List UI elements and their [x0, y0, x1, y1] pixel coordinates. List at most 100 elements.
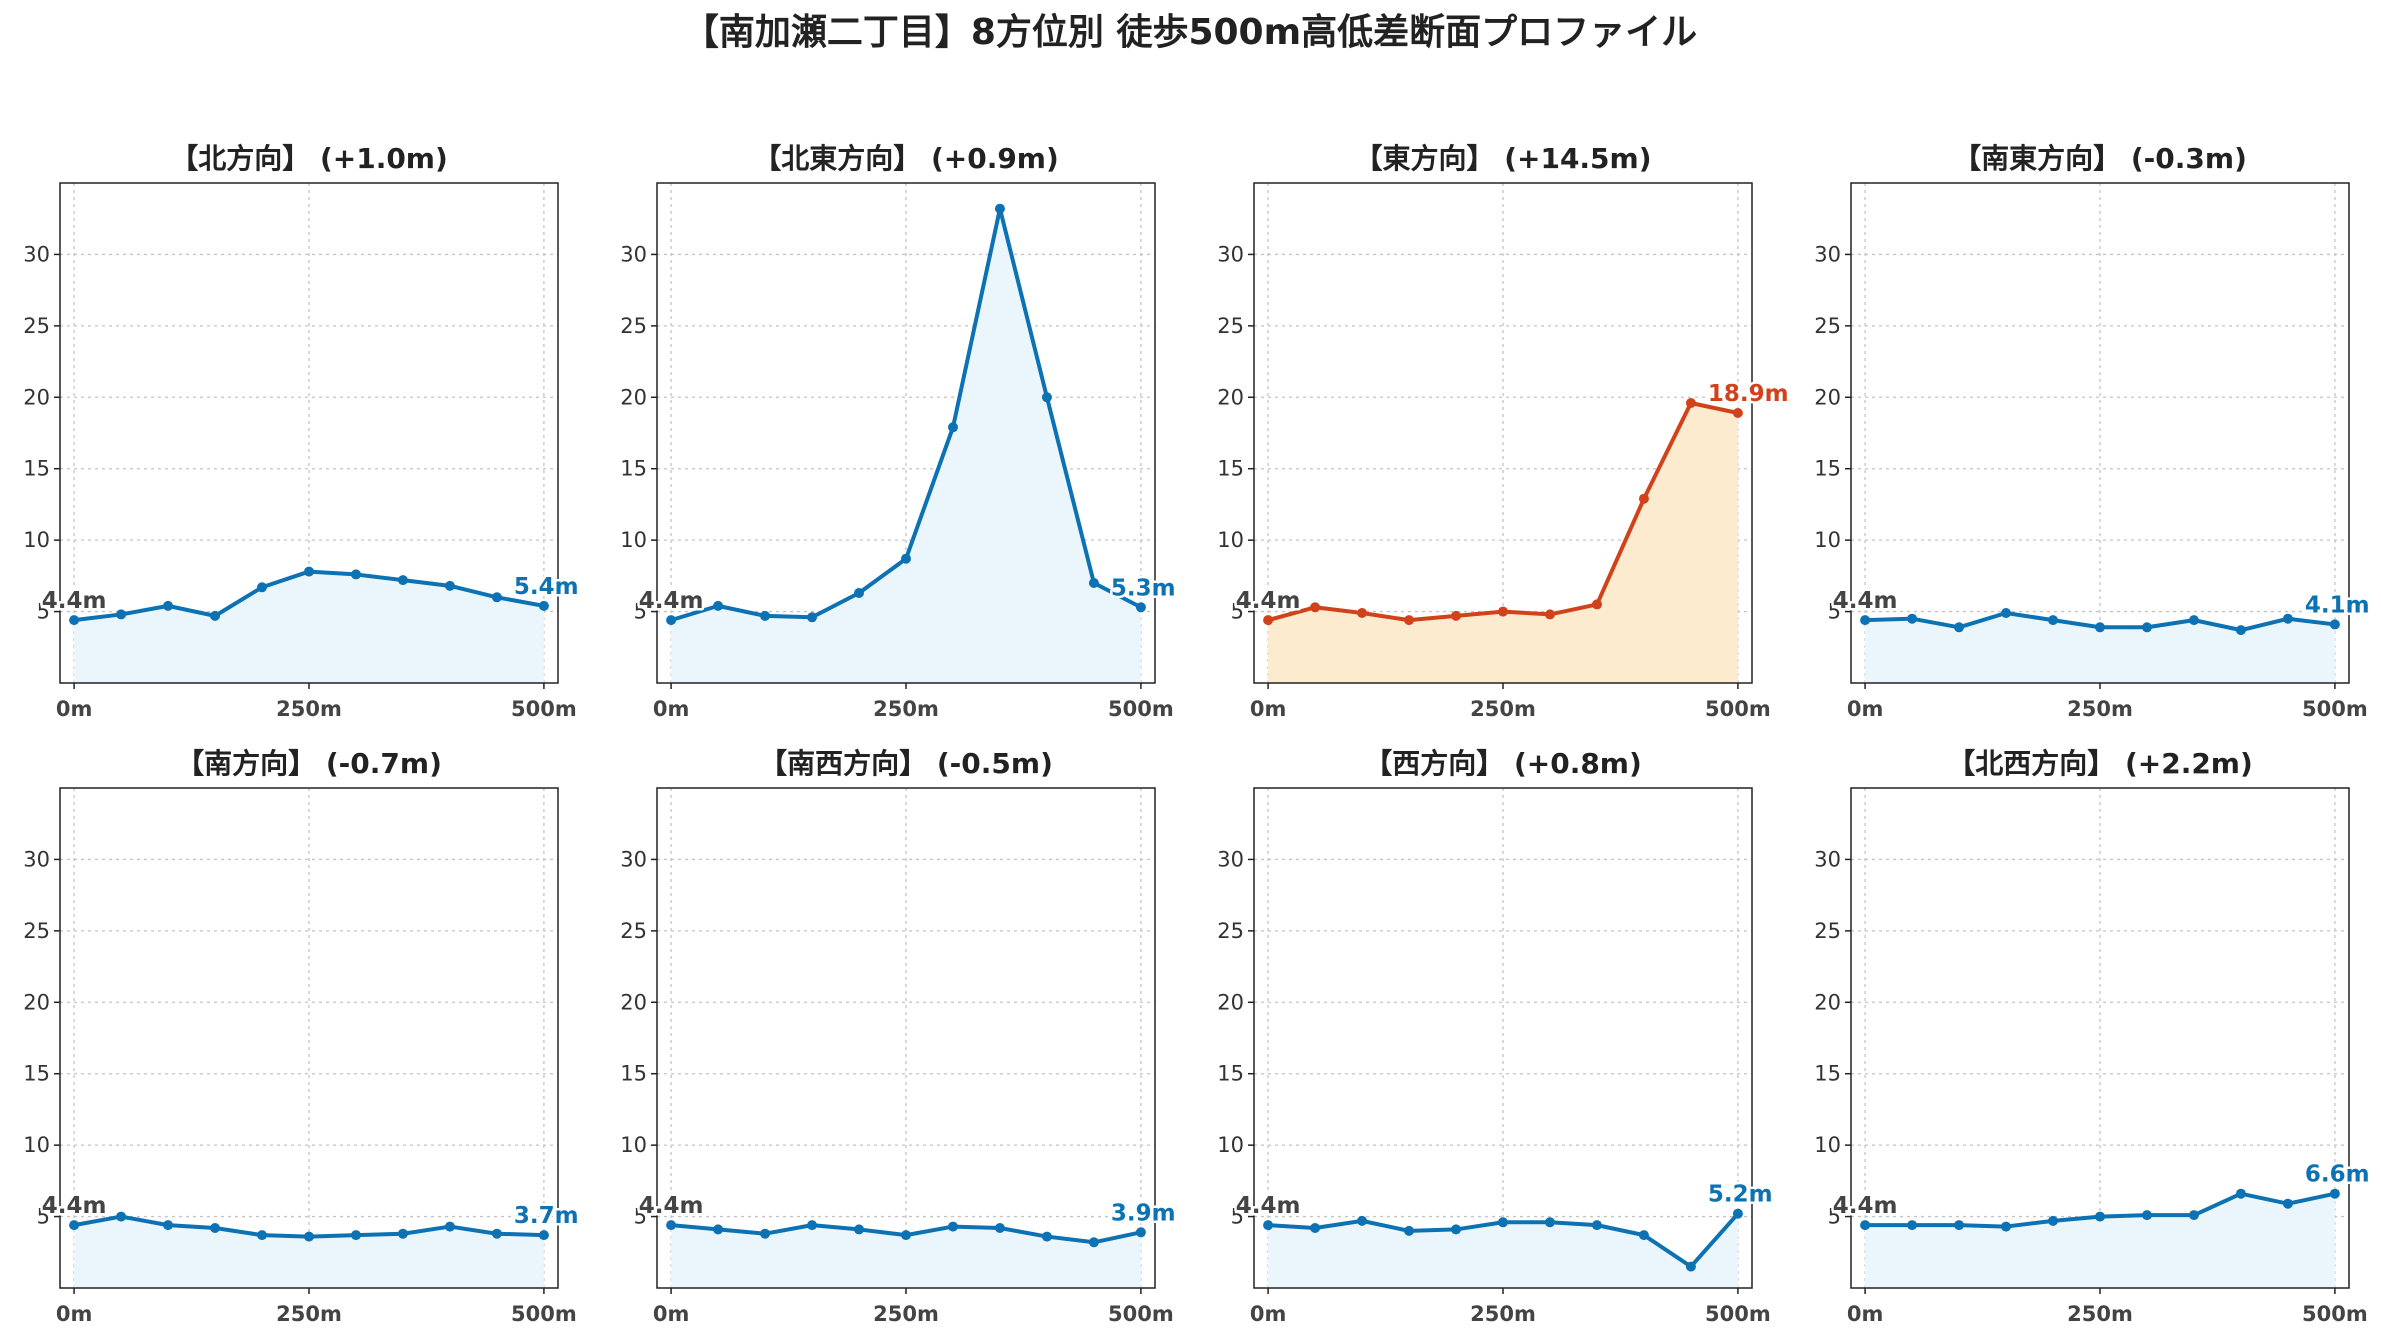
x-tick-label: 250m	[1470, 697, 1536, 721]
data-point	[1591, 599, 1602, 610]
data-point	[257, 1230, 268, 1241]
y-tick-label: 20	[23, 385, 50, 409]
y-tick-label: 15	[620, 1062, 647, 1086]
data-point	[1860, 1220, 1871, 1231]
x-tick-label: 250m	[873, 697, 939, 721]
y-tick-label: 25	[1217, 919, 1244, 943]
data-point	[2001, 1221, 2012, 1232]
panel-3: 【南東方向】 (-0.3m) 5 10 15 20 25 30 0m 250m 500m 4.4m 4…	[1814, 142, 2372, 721]
data-point	[1041, 392, 1052, 403]
y-tick-label: 25	[1814, 919, 1841, 943]
end-elevation-label: 3.9m	[1111, 1200, 1176, 1226]
data-point	[1310, 602, 1321, 613]
x-tick-label: 0m	[653, 1302, 690, 1326]
y-tick-label: 30	[1814, 847, 1841, 871]
elevation-area	[1268, 1213, 1738, 1288]
data-point	[491, 592, 502, 603]
y-tick-label: 15	[1814, 457, 1841, 481]
y-tick-label: 15	[23, 457, 50, 481]
data-point	[760, 1228, 771, 1239]
data-point	[1498, 606, 1508, 617]
data-point	[2048, 1215, 2059, 1226]
y-tick-label: 20	[620, 990, 647, 1014]
y-tick-label: 5	[37, 600, 50, 624]
data-point	[538, 600, 549, 611]
data-point	[1544, 609, 1555, 620]
data-point	[994, 203, 1005, 214]
end-elevation-label: 4.1m	[2305, 592, 2370, 618]
start-elevation-label: 4.4m	[639, 588, 704, 614]
y-tick-label: 20	[1217, 990, 1244, 1014]
y-tick-label: 30	[23, 847, 50, 871]
y-tick-label: 5	[1231, 600, 1244, 624]
data-point	[2235, 625, 2246, 636]
x-tick-label: 0m	[1250, 1302, 1287, 1326]
y-tick-label: 25	[1814, 314, 1841, 338]
data-point	[807, 1220, 818, 1231]
data-point	[2329, 1188, 2340, 1199]
data-point	[947, 422, 958, 433]
data-point	[901, 1230, 911, 1241]
data-point	[1954, 622, 1965, 633]
x-tick-label: 250m	[1470, 1302, 1536, 1326]
y-tick-label: 30	[620, 242, 647, 266]
elevation-area	[1865, 613, 2335, 683]
start-elevation-label: 4.4m	[1236, 1193, 1301, 1219]
data-point	[901, 553, 911, 564]
panel-title: 【南方向】 (-0.7m)	[176, 747, 442, 780]
elevation-area	[671, 1225, 1141, 1288]
plot-frame	[656, 787, 1156, 1289]
x-tick-label: 500m	[2302, 697, 2368, 721]
x-tick-label: 250m	[2067, 697, 2133, 721]
data-point	[1732, 1208, 1743, 1219]
data-point	[947, 1221, 958, 1232]
data-point	[854, 1224, 865, 1235]
data-point	[2282, 1198, 2293, 1209]
x-tick-label: 0m	[56, 1302, 93, 1326]
data-point	[210, 610, 221, 621]
data-point	[1451, 610, 1462, 621]
data-point	[397, 1228, 408, 1239]
panel-title: 【南西方向】 (-0.5m)	[759, 747, 1053, 780]
data-point	[2188, 615, 2199, 626]
x-tick-label: 500m	[1705, 697, 1771, 721]
y-tick-label: 10	[1217, 1133, 1244, 1157]
data-point	[2329, 619, 2340, 630]
x-tick-label: 0m	[56, 697, 93, 721]
data-point	[1732, 408, 1743, 418]
data-point	[2001, 608, 2012, 618]
data-point	[304, 566, 314, 577]
data-point	[994, 1223, 1005, 1233]
panel-7: 【北西方向】 (+2.2m) 5 10 15 20 25 30 0m 250m 500m 4.4m 6…	[1814, 747, 2372, 1326]
data-point	[163, 1220, 174, 1231]
panel-4: 【南方向】 (-0.7m) 5 10 15 20 25 30 0m 250m 500m 4.4m 3.…	[23, 747, 581, 1326]
x-tick-label: 0m	[1250, 697, 1287, 721]
x-tick-label: 0m	[653, 697, 690, 721]
data-point	[1544, 1217, 1555, 1228]
start-elevation-label: 4.4m	[42, 588, 107, 614]
data-point	[1685, 398, 1696, 408]
data-point	[1088, 1237, 1099, 1248]
panel-0: 【北方向】 (+1.0m) 5 10 15 20 25 30 0m 250m 500m 4.4m 5.…	[23, 142, 581, 721]
data-point	[1404, 615, 1415, 626]
data-point	[444, 580, 455, 591]
data-point	[1088, 578, 1099, 588]
data-point	[666, 615, 677, 626]
y-tick-label: 5	[1828, 600, 1841, 624]
x-tick-label: 250m	[276, 1302, 342, 1326]
data-point	[1954, 1220, 1965, 1231]
x-tick-label: 500m	[1705, 1302, 1771, 1326]
panel-title: 【南東方向】 (-0.3m)	[1953, 142, 2247, 175]
panel-title: 【北方向】 (+1.0m)	[170, 142, 448, 175]
data-point	[2141, 1210, 2152, 1221]
data-point	[69, 1220, 80, 1231]
data-point	[760, 610, 771, 621]
data-point	[1357, 608, 1368, 618]
data-point	[666, 1220, 677, 1231]
data-point	[854, 588, 865, 598]
data-point	[1498, 1217, 1508, 1228]
data-point	[1591, 1220, 1602, 1231]
data-point	[538, 1230, 549, 1241]
x-tick-label: 0m	[1847, 1302, 1884, 1326]
